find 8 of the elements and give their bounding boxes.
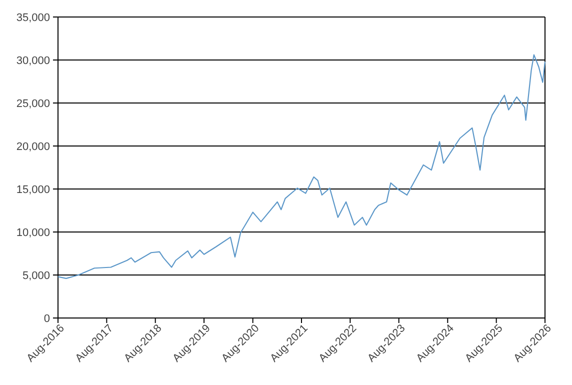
y-tick-label: 0 — [44, 312, 50, 325]
y-tick-label: 30,000 — [16, 54, 50, 67]
y-tick-label: 15,000 — [16, 184, 50, 196]
y-tick-label: 20,000 — [16, 140, 50, 153]
y-tick-label: 25,000 — [16, 98, 50, 110]
y-tick-label: 35,000 — [16, 12, 50, 24]
y-tick-label: 10,000 — [16, 226, 50, 239]
y-tick-label: 5,000 — [22, 270, 50, 282]
